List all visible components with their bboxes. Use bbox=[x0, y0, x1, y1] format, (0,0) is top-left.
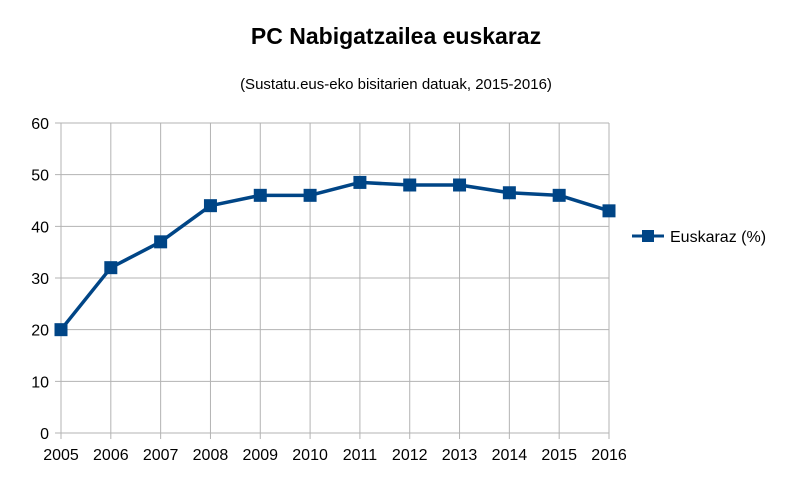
y-tick-label: 10 bbox=[31, 374, 49, 391]
x-tick-label: 2012 bbox=[392, 447, 428, 464]
x-tick-label: 2006 bbox=[93, 447, 129, 464]
x-tick-label: 2013 bbox=[442, 447, 478, 464]
x-axis: 2005 2006 2007 2008 2009 2010 2011 2012 2013 2014… bbox=[43, 447, 627, 464]
data-point bbox=[552, 188, 566, 202]
legend-marker bbox=[642, 230, 654, 242]
x-tick-label: 2008 bbox=[193, 447, 229, 464]
y-tick-label: 30 bbox=[31, 271, 49, 288]
x-tick-label: 2005 bbox=[43, 447, 79, 464]
legend: Euskaraz (%) bbox=[632, 229, 766, 246]
series bbox=[54, 175, 616, 337]
data-point bbox=[502, 186, 516, 200]
chart-subtitle: (Sustatu.eus-eko bisitarien datuak, 2015… bbox=[240, 76, 552, 93]
data-point bbox=[104, 261, 118, 275]
x-tick-label: 2009 bbox=[242, 447, 278, 464]
x-tick-label: 2010 bbox=[292, 447, 328, 464]
y-tick-label: 0 bbox=[40, 426, 49, 443]
data-point bbox=[54, 323, 68, 337]
data-point bbox=[353, 175, 367, 189]
y-tick-label: 20 bbox=[31, 323, 49, 340]
data-point bbox=[602, 204, 616, 218]
x-tick-label: 2016 bbox=[591, 447, 627, 464]
series-line bbox=[59, 180, 610, 331]
data-point bbox=[154, 235, 168, 249]
grid bbox=[55, 122, 610, 439]
x-tick-label: 2007 bbox=[143, 447, 179, 464]
y-tick-label: 60 bbox=[31, 116, 49, 133]
data-point bbox=[203, 199, 217, 213]
data-point bbox=[453, 178, 467, 192]
x-tick-label: 2014 bbox=[492, 447, 528, 464]
y-axis: 0 10 20 30 40 50 60 bbox=[31, 116, 49, 443]
chart-title: PC Nabigatzailea euskaraz bbox=[251, 23, 541, 49]
data-point bbox=[303, 188, 317, 202]
x-tick-label: 2015 bbox=[541, 447, 577, 464]
data-point bbox=[253, 188, 267, 202]
y-tick-label: 40 bbox=[31, 219, 49, 236]
y-tick-label: 50 bbox=[31, 168, 49, 185]
legend-label: Euskaraz (%) bbox=[670, 229, 766, 246]
x-tick-label: 2011 bbox=[343, 447, 378, 464]
data-point bbox=[403, 178, 417, 192]
